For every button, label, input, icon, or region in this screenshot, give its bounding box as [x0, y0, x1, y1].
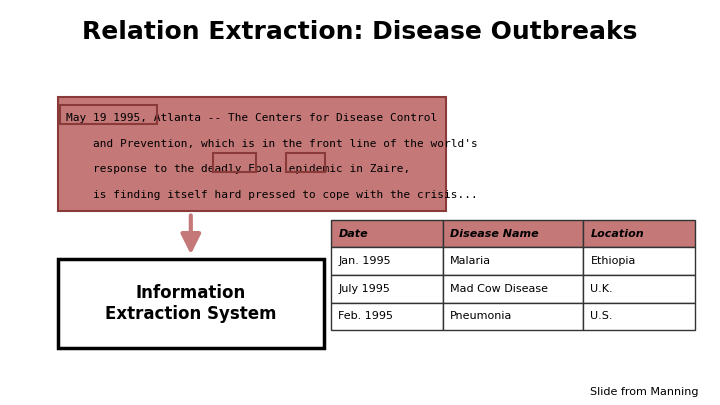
Text: Slide from Manning: Slide from Manning	[590, 387, 698, 397]
Text: response to the deadly Ebola epidemic in Zaire,: response to the deadly Ebola epidemic in…	[66, 164, 410, 175]
FancyBboxPatch shape	[443, 303, 583, 330]
Text: and Prevention, which is in the front line of the world's: and Prevention, which is in the front li…	[66, 139, 478, 149]
FancyBboxPatch shape	[58, 259, 324, 348]
Text: Location: Location	[590, 229, 644, 239]
Text: Feb. 1995: Feb. 1995	[338, 311, 393, 321]
Text: Disease Name: Disease Name	[450, 229, 539, 239]
FancyBboxPatch shape	[331, 220, 443, 247]
FancyBboxPatch shape	[443, 275, 583, 303]
Text: May 19 1995, Atlanta -- The Centers for Disease Control: May 19 1995, Atlanta -- The Centers for …	[66, 113, 438, 124]
FancyBboxPatch shape	[443, 247, 583, 275]
Text: Pneumonia: Pneumonia	[450, 311, 513, 321]
Text: Date: Date	[338, 229, 368, 239]
Text: July 1995: July 1995	[338, 284, 390, 294]
FancyBboxPatch shape	[331, 247, 443, 275]
FancyBboxPatch shape	[583, 220, 695, 247]
FancyBboxPatch shape	[583, 247, 695, 275]
Text: Malaria: Malaria	[450, 256, 491, 266]
Text: Ethiopia: Ethiopia	[590, 256, 636, 266]
Text: Relation Extraction: Disease Outbreaks: Relation Extraction: Disease Outbreaks	[82, 20, 638, 45]
FancyBboxPatch shape	[331, 275, 443, 303]
FancyBboxPatch shape	[443, 220, 583, 247]
Text: Jan. 1995: Jan. 1995	[338, 256, 391, 266]
Text: Mad Cow Disease: Mad Cow Disease	[450, 284, 548, 294]
FancyBboxPatch shape	[583, 275, 695, 303]
FancyBboxPatch shape	[58, 97, 446, 211]
Text: U.S.: U.S.	[590, 311, 613, 321]
Text: Information
Extraction System: Information Extraction System	[105, 284, 276, 323]
FancyBboxPatch shape	[583, 303, 695, 330]
FancyBboxPatch shape	[331, 303, 443, 330]
Text: is finding itself hard pressed to cope with the crisis...: is finding itself hard pressed to cope w…	[66, 190, 478, 200]
Text: U.K.: U.K.	[590, 284, 613, 294]
